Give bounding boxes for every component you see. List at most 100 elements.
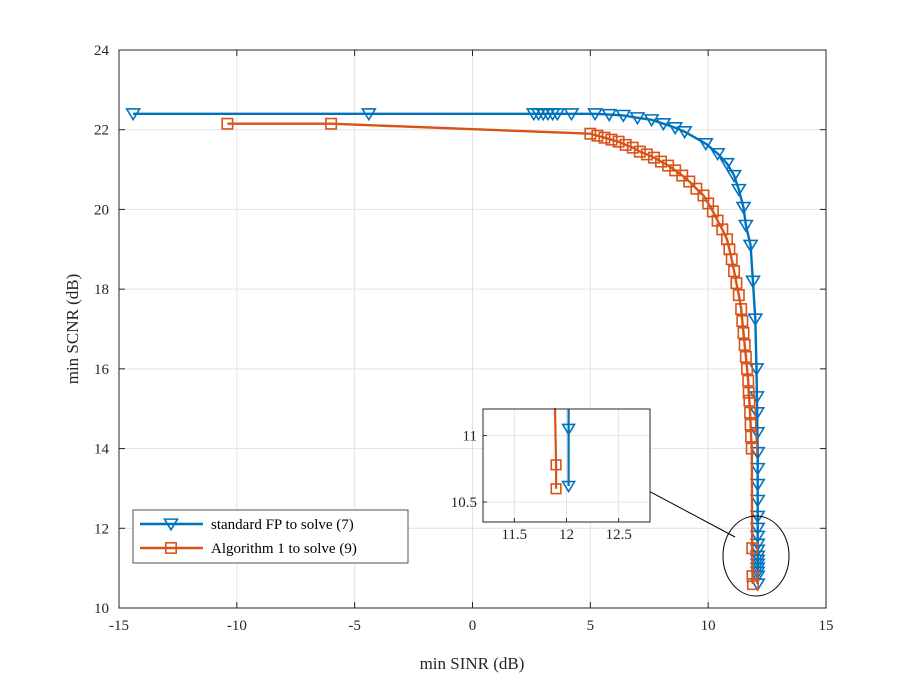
series-2 — [221, 117, 759, 591]
data-point — [749, 566, 766, 580]
data-point — [732, 289, 745, 302]
inset-x-tick-label: 11.5 — [501, 527, 527, 543]
data-point — [748, 363, 765, 377]
y-tick-label: 24 — [94, 43, 110, 59]
data-point — [221, 117, 234, 130]
data-point — [655, 155, 668, 168]
x-tick-label: 15 — [819, 618, 834, 634]
data-point — [749, 494, 766, 508]
data-point — [647, 151, 660, 164]
inset-data-point — [550, 483, 562, 495]
data-point — [730, 277, 743, 290]
data-point — [643, 114, 660, 128]
legend-box — [132, 509, 409, 564]
zoom-ellipse — [722, 515, 790, 597]
data-point — [741, 362, 754, 375]
data-point — [745, 430, 758, 443]
y-tick-label: 14 — [94, 442, 110, 458]
data-point — [730, 183, 747, 197]
legend-label: standard FP to solve (7) — [211, 517, 354, 533]
main-ticks: -15 -10 -5 0 5 10 15 10 12 14 16 18 20 22 24 — [94, 43, 834, 634]
main-plot: -15 -10 -5 0 5 10 15 10 12 14 16 18 20 22 24 min SINR … — [63, 43, 834, 673]
data-point — [749, 562, 766, 576]
data-point — [749, 522, 766, 536]
y-tick-label: 12 — [94, 521, 109, 537]
data-point — [746, 542, 759, 555]
data-point — [584, 127, 597, 140]
data-point — [738, 338, 751, 351]
data-point — [744, 406, 757, 419]
data-point — [749, 554, 766, 568]
data-point — [743, 394, 756, 407]
data-point — [633, 145, 646, 158]
data-point — [747, 313, 764, 327]
y-tick-label: 20 — [94, 202, 109, 218]
legend-entry-1: standard FP to solve (7) — [140, 517, 354, 533]
data-point — [726, 169, 743, 183]
legend-marker — [163, 518, 179, 532]
data-point — [749, 407, 766, 421]
inset-x-tick-label: 12.5 — [606, 527, 632, 543]
data-point — [683, 175, 696, 188]
data-point — [749, 462, 766, 476]
x-tick-label: 10 — [701, 618, 716, 634]
data-point — [598, 131, 611, 144]
data-point — [360, 108, 377, 122]
inset-data-point — [550, 459, 562, 471]
data-point — [655, 118, 672, 132]
data-point — [749, 558, 766, 572]
data-point — [697, 137, 714, 152]
data-point — [605, 133, 618, 146]
data-point — [736, 315, 749, 328]
inset-plot: 11.5 12 12.5 10.5 11 — [451, 407, 651, 543]
data-point — [746, 578, 759, 591]
data-point — [601, 108, 618, 122]
x-tick-label: -10 — [227, 618, 247, 634]
y-tick-label: 16 — [94, 362, 110, 378]
inset-grid — [483, 409, 650, 522]
x-tick-label: 5 — [587, 618, 595, 634]
x-tick-label: 0 — [469, 618, 477, 634]
data-point — [746, 570, 759, 583]
inset-y-tick-label: 10.5 — [451, 495, 477, 511]
data-point — [745, 275, 761, 289]
data-point — [615, 109, 632, 123]
x-axis-label: min SINR (dB) — [420, 654, 525, 673]
y-tick-label: 22 — [94, 123, 109, 139]
inset-x-tick-label: 12 — [559, 527, 574, 543]
data-point — [549, 108, 566, 122]
data-point — [745, 442, 758, 455]
data-point — [640, 148, 653, 161]
data-point — [591, 129, 604, 142]
data-point — [735, 303, 748, 316]
data-point — [737, 219, 754, 233]
data-point — [742, 374, 755, 387]
legend: standard FP to solve (7) Algorithm 1 to s… — [132, 509, 409, 564]
data-point — [619, 138, 632, 151]
x-tick-label: -5 — [348, 618, 361, 634]
data-point — [719, 157, 735, 171]
legend-label: Algorithm 1 to solve (9) — [211, 541, 357, 557]
data-point — [626, 141, 639, 154]
inset-data-point — [561, 480, 577, 494]
data-point — [742, 239, 759, 253]
legend-marker — [165, 541, 178, 554]
y-tick-label: 18 — [94, 282, 109, 298]
data-point — [325, 117, 338, 130]
data-point — [563, 108, 580, 122]
y-axis-label: min SCNR (dB) — [63, 274, 82, 385]
inset-y-tick-label: 11 — [463, 429, 477, 445]
data-point — [587, 108, 603, 122]
main-series — [125, 108, 766, 592]
y-tick-label: 10 — [94, 601, 109, 617]
data-point — [725, 253, 738, 266]
data-point — [125, 108, 142, 122]
data-point — [749, 426, 766, 441]
inset-data-point — [561, 423, 577, 436]
data-point — [612, 135, 625, 148]
data-point — [737, 326, 750, 339]
legend-entry-2: Algorithm 1 to solve (9) — [140, 541, 357, 557]
data-point — [676, 126, 693, 140]
inset-series-1 — [561, 409, 577, 494]
